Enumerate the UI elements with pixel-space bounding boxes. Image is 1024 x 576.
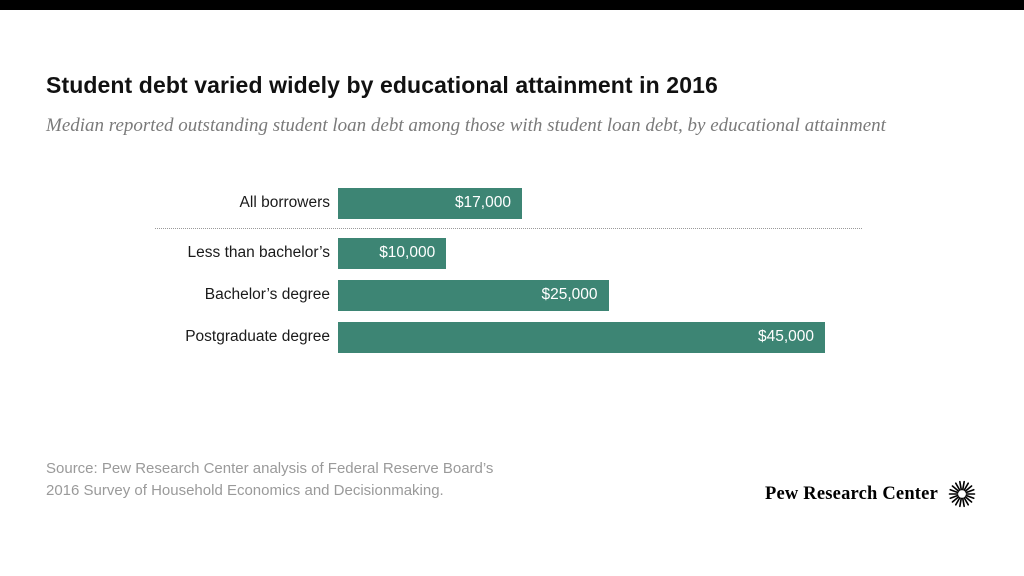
bar-track: $10,000 (338, 237, 825, 269)
page-subtitle: Median reported outstanding student loan… (46, 115, 886, 136)
category-label: Bachelor’s degree (204, 286, 330, 304)
bar: $17,000 (338, 187, 522, 219)
bar: $10,000 (338, 237, 447, 269)
source-text: Source: Pew Research Center analysis of … (46, 458, 493, 502)
page-content: Student debt varied widely by educationa… (0, 10, 1024, 364)
starburst-icon (948, 480, 976, 508)
bar-chart: All borrowers $17,000 Less than bachelor’s… (46, 187, 978, 353)
chart-row: Less than bachelor’s $10,000 (46, 237, 978, 269)
bar-track: $25,000 (338, 279, 825, 311)
chart-row: All borrowers $17,000 (46, 187, 978, 219)
category-label: All borrowers (239, 194, 330, 212)
brand-name: Pew Research Center (765, 483, 938, 504)
source-line-1: Source: Pew Research Center analysis of … (46, 460, 494, 477)
category-label: Postgraduate degree (185, 328, 330, 346)
source-line-2: 2016 Survey of Household Economics and D… (46, 481, 444, 499)
row-separator (155, 227, 862, 229)
brand-logo: Pew Research Center (765, 480, 976, 508)
bar: $25,000 (338, 279, 609, 311)
chart-row: Bachelor’s degree $25,000 (46, 279, 978, 311)
value-label: $45,000 (757, 328, 814, 346)
page-title: Student debt varied widely by educationa… (46, 72, 718, 98)
value-label: $17,000 (454, 194, 511, 212)
chart-row: Postgraduate degree $45,000 (46, 321, 978, 353)
category-label: Less than bachelor’s (187, 244, 330, 262)
bar-track: $17,000 (338, 187, 825, 219)
bar-track: $45,000 (338, 321, 825, 353)
value-label: $10,000 (379, 244, 436, 262)
top-accent-bar (0, 0, 1024, 10)
value-label: $25,000 (541, 286, 598, 304)
bar: $45,000 (338, 321, 825, 353)
